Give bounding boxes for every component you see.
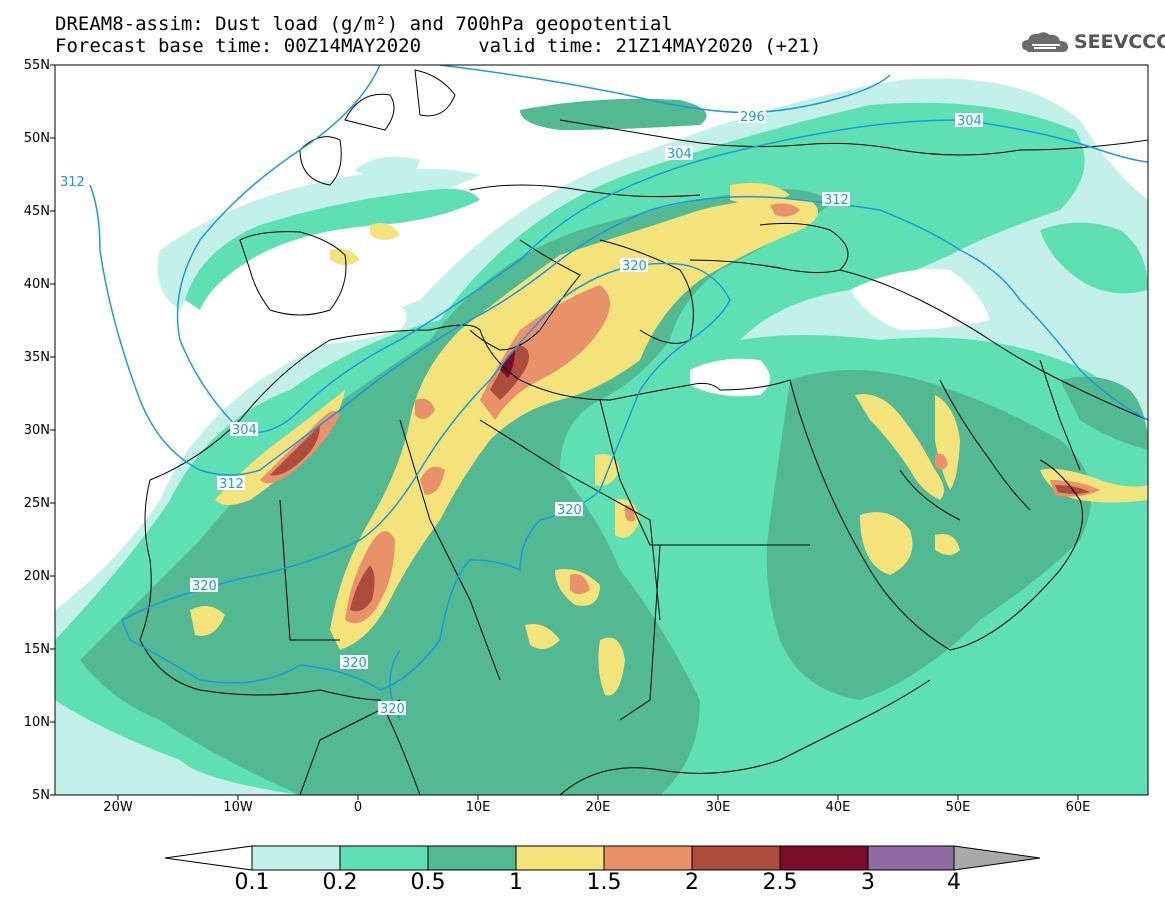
colorbar-label: 1.5: [586, 870, 622, 895]
lat-label: 45N: [23, 204, 50, 219]
lat-label: 15N: [23, 642, 50, 657]
contour-label: 320: [557, 503, 582, 518]
colorbar-swatch-0.5: [427, 845, 517, 871]
colorbar-swatch-3: [867, 845, 955, 871]
contour-label: 312: [219, 477, 244, 492]
colorbar-label: 0.2: [322, 870, 358, 895]
colorbar-label: 2.5: [762, 870, 798, 895]
lon-label: 20W: [103, 800, 133, 815]
lat-label: 5N: [32, 788, 50, 803]
lat-label: 40N: [23, 277, 50, 292]
coastlines: [139, 69, 1148, 795]
colorbar-label: 1: [509, 870, 523, 895]
lon-label: 40E: [825, 800, 851, 815]
contour-label: 312: [60, 175, 85, 190]
colorbar-label: 0.5: [410, 870, 446, 895]
colorbar-swatch-2.5: [779, 845, 869, 871]
colorbar-label: 0.1: [234, 870, 270, 895]
lon-label: 50E: [945, 800, 971, 815]
lon-label: 60E: [1065, 800, 1091, 815]
lon-label: 20E: [585, 800, 611, 815]
contour-label: 320: [380, 702, 405, 717]
contour-label: 312: [824, 193, 849, 208]
contour-label: 304: [957, 114, 982, 129]
colorbar: [164, 845, 1041, 871]
lat-label: 35N: [23, 350, 50, 365]
lat-label: 50N: [23, 131, 50, 146]
contour-label: 304: [232, 423, 257, 438]
colorbar-label: 4: [947, 870, 961, 895]
lon-label: 0: [353, 800, 363, 815]
colorbar-label: 2: [685, 870, 699, 895]
contour-label: 320: [342, 656, 367, 671]
map-title: DREAM8-assim: Dust load (g/m²) and 700hP…: [55, 13, 673, 35]
contour-label: 320: [192, 579, 217, 594]
colorbar-swatch-0.2: [339, 845, 429, 871]
lon-label: 30E: [705, 800, 731, 815]
map-subtitle: Forecast base time: 00Z14MAY2020 valid t…: [55, 35, 822, 57]
colorbar-swatch-2: [691, 845, 781, 871]
cloud-logo-icon: [1022, 32, 1068, 52]
lon-label: 10E: [465, 800, 491, 815]
dust-band-2.5: [500, 350, 515, 378]
lat-label: 20N: [23, 569, 50, 584]
contour-label: 296: [740, 110, 765, 125]
axis-ticks: [50, 64, 1079, 800]
lat-label: 25N: [23, 496, 50, 511]
logo-text: SEEVCCC: [1074, 31, 1165, 53]
colorbar-swatch-1: [515, 845, 605, 871]
lat-label: 30N: [23, 423, 50, 438]
lon-label: 10W: [223, 800, 253, 815]
lat-label: 55N: [23, 58, 50, 73]
colorbar-label: 3: [861, 870, 875, 895]
contour-label: 320: [622, 259, 647, 274]
lat-label: 10N: [23, 715, 50, 730]
dust-band-1: [190, 182, 1148, 696]
contour-labels: 296 304 304 304 312 312 312 320 320 320 …: [58, 109, 983, 717]
contour-label: 304: [667, 147, 692, 162]
colorbar-swatch-0.1: [251, 845, 341, 871]
colorbar-swatch-1.5: [603, 845, 693, 871]
